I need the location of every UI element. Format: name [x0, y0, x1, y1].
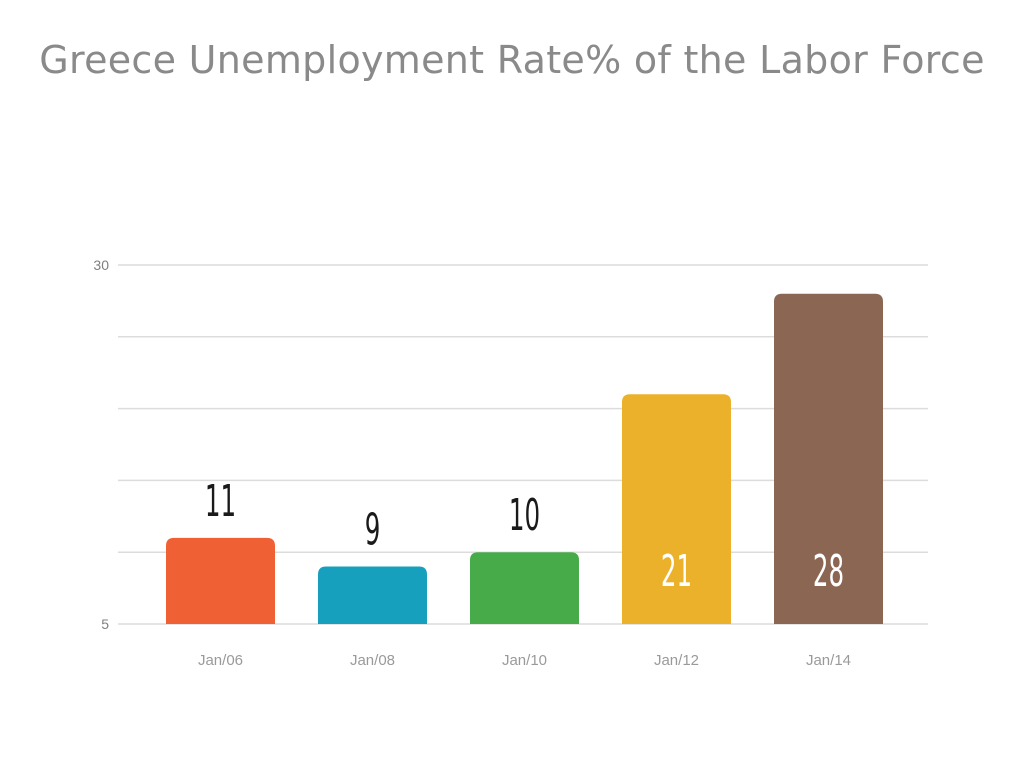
x-tick-label: Jan/12 [654, 652, 699, 669]
x-axis-labels: Jan/06 Jan/08 Jan/10 Jan/12 Jan/14 [198, 652, 851, 669]
value-label: 10 [509, 489, 540, 541]
bar-jan-14 [774, 293, 883, 624]
x-tick-label: Jan/14 [806, 652, 851, 669]
value-label: 28 [813, 545, 844, 597]
value-labels: 11 9 10 21 28 [205, 475, 844, 597]
bars [166, 293, 883, 624]
x-tick-label: Jan/10 [502, 652, 547, 669]
bar-jan-10 [470, 552, 579, 624]
value-label: 21 [661, 545, 692, 597]
y-axis-ticks: 5 30 [93, 257, 109, 632]
x-tick-label: Jan/06 [198, 652, 243, 669]
chart-title: Greece Unemployment Rate% of the Labor F… [39, 38, 985, 82]
value-label: 9 [365, 504, 381, 556]
bar-jan-12 [622, 394, 731, 624]
y-tick-label: 5 [101, 616, 109, 632]
bar-jan-08 [318, 566, 427, 624]
x-tick-label: Jan/08 [350, 652, 395, 669]
bar-jan-06 [166, 537, 275, 624]
value-label: 11 [205, 475, 236, 527]
y-tick-label: 30 [93, 257, 109, 273]
